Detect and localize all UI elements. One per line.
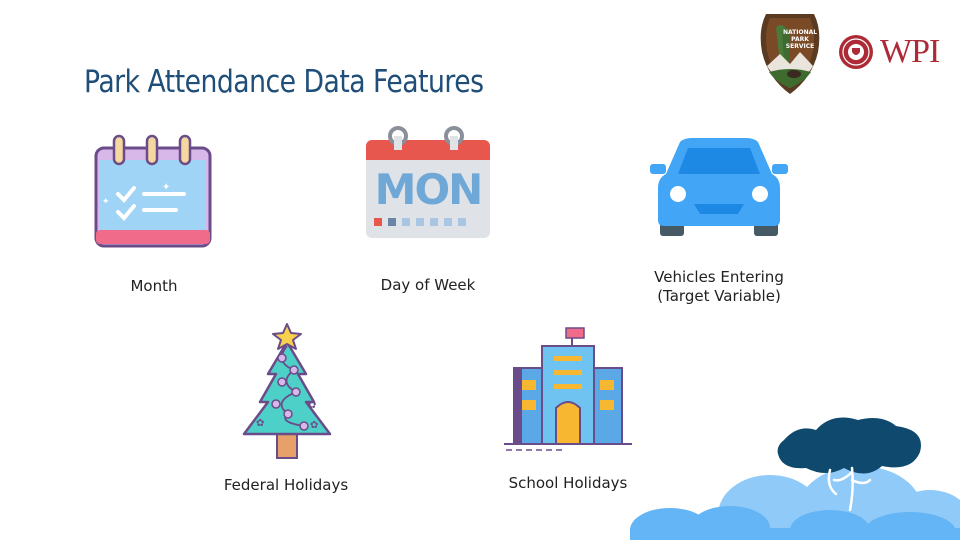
christmas-tree-icon: ✿ ✿ ✿ (242, 323, 332, 459)
wpi-logo: WPI (838, 32, 950, 72)
svg-text:✿: ✿ (310, 420, 318, 431)
calendar-checklist-icon: ✦ ✦ (94, 134, 212, 248)
svg-text:✿: ✿ (308, 400, 316, 411)
school-building-icon (504, 327, 632, 451)
feature-school-holidays-label: School Holidays (508, 474, 628, 492)
feature-federal-holidays-label: Federal Holidays (223, 476, 349, 494)
car-icon (650, 138, 788, 236)
calendar-mon-icon: MON (366, 126, 490, 238)
svg-text:✦: ✦ (102, 197, 110, 207)
feature-day-of-week-label: Day of Week (380, 276, 476, 294)
svg-text:✿: ✿ (256, 418, 264, 429)
slide-title: Park Attendance Data Features (84, 64, 484, 100)
svg-text:✦: ✦ (162, 182, 170, 193)
decorative-clouds-tree (630, 417, 960, 540)
nps-logo-text-line3: SERVICE (786, 43, 814, 50)
feature-month-label: Month (130, 277, 178, 295)
feature-vehicles-entering-label-line1: Vehicles Entering (654, 268, 784, 286)
nps-logo: NATIONAL PARK SERVICE (756, 8, 824, 96)
svg-text:MON: MON (375, 165, 482, 214)
wpi-logo-text: WPI (880, 33, 940, 70)
nps-logo-text-line1: NATIONAL (783, 29, 817, 36)
nps-logo-text-line2: PARK (791, 36, 809, 43)
feature-vehicles-entering-label-line2: (Target Variable) (657, 287, 781, 305)
